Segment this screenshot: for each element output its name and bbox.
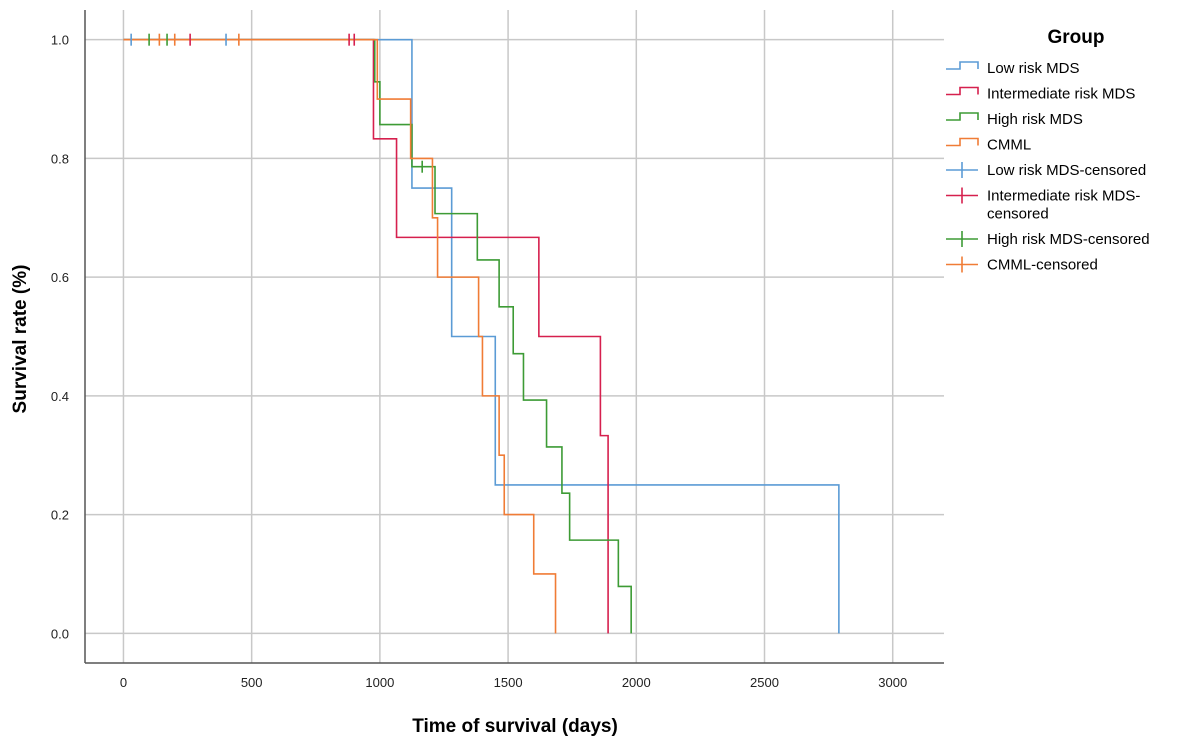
legend-swatch	[946, 61, 979, 70]
legend-label: CMML-censored	[987, 257, 1098, 274]
y-tick-label: 0.2	[51, 508, 69, 523]
legend-label: Intermediate risk MDS	[987, 86, 1135, 103]
x-tick-label: 2500	[750, 675, 779, 690]
legend-entry: CMML	[946, 137, 1031, 154]
x-tick-label: 1000	[365, 675, 394, 690]
axes	[84, 10, 944, 664]
legend-entry: CMML-censored	[946, 256, 1098, 274]
legend-label: Intermediate risk MDS-censored	[987, 188, 1140, 223]
series-line	[123, 38, 609, 634]
series-line	[123, 38, 557, 634]
tick-labels: 0 500 1000 1500 2000 2500 3000 0.0 0.2 0.4 0.6 0.8 1…	[51, 33, 907, 690]
y-tick-label: 0.4	[51, 389, 69, 404]
legend-entry: High risk MDS	[946, 111, 1083, 128]
legend-entry: Intermediate risk MDS	[946, 86, 1135, 103]
x-tick-label: 1500	[494, 675, 523, 690]
y-tick-label: 0.6	[51, 270, 69, 285]
y-tick-label: 1.0	[51, 33, 69, 48]
legend-label: Low risk MDS	[987, 60, 1080, 77]
x-tick-label: 500	[241, 675, 263, 690]
x-tick-label: 0	[120, 675, 127, 690]
legend-label: High risk MDS-censored	[987, 231, 1150, 248]
y-tick-label: 0.8	[51, 151, 69, 166]
legend-swatch	[946, 86, 979, 96]
x-tick-label: 2000	[622, 675, 651, 690]
series-line	[123, 38, 840, 634]
legend-entry: High risk MDS-censored	[946, 231, 1150, 248]
legend-label: CMML	[987, 137, 1031, 154]
legend-entry: Low risk MDS-censored	[946, 162, 1146, 179]
legend: Group Low risk MDS Intermediate risk MDS H…	[946, 27, 1150, 274]
y-tick-label: 0.0	[51, 626, 69, 641]
legend-label: High risk MDS	[987, 111, 1083, 128]
series-lines	[123, 38, 840, 634]
legend-swatch	[946, 137, 979, 147]
x-tick-label: 3000	[878, 675, 907, 690]
legend-label: Low risk MDS-censored	[987, 162, 1146, 179]
legend-title: Group	[1048, 27, 1105, 48]
legend-entry: Intermediate risk MDS-censored	[946, 187, 1140, 223]
legend-entry: Low risk MDS	[946, 60, 1080, 77]
series-line	[123, 38, 632, 634]
y-axis-title: Survival rate (%)	[10, 265, 31, 414]
x-axis-title: Time of survival (days)	[412, 716, 618, 737]
legend-swatch	[946, 112, 979, 121]
censor-marks	[130, 33, 423, 173]
